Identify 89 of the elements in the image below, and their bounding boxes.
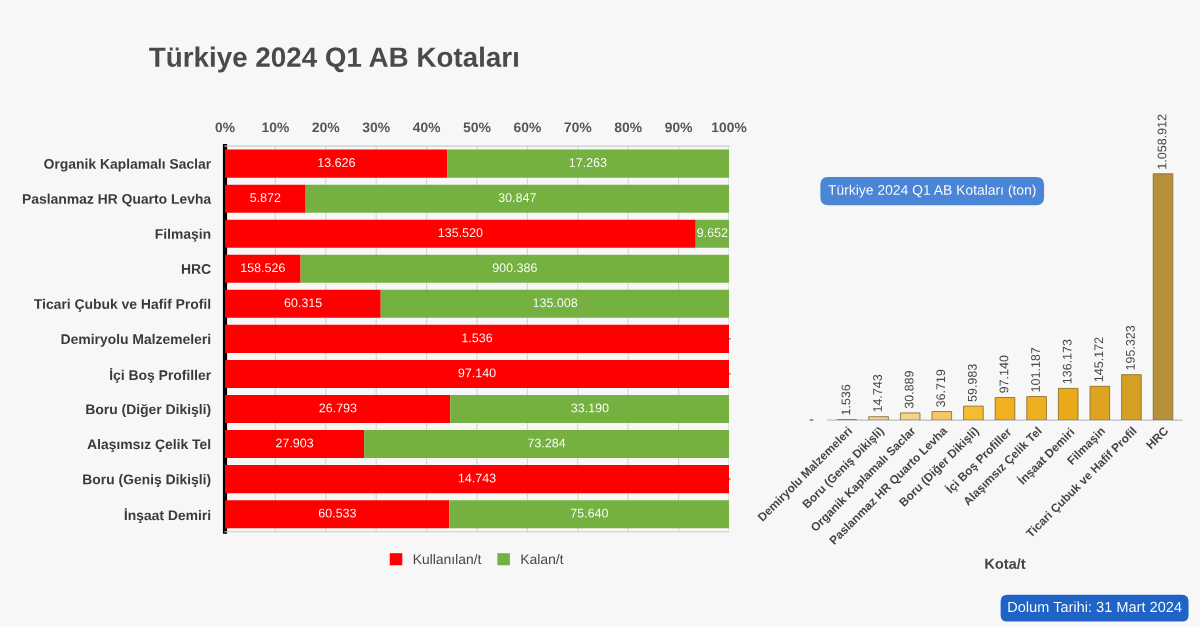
chart-title: Türkiye 2024 Q1 AB Kotaları	[149, 46, 518, 73]
annotation: 5.872	[250, 193, 281, 203]
x-tick-label: 40%	[412, 122, 441, 133]
annotation: 60.315	[284, 298, 322, 308]
bar	[994, 397, 1016, 421]
annotation: 13.626	[318, 158, 355, 167]
x-tick-label: 20%	[312, 122, 340, 133]
annotation: 75.640	[570, 508, 609, 518]
annotation: -	[727, 338, 731, 340]
annotation: 9.652	[697, 228, 728, 238]
y-tick-label: İnşaat Demiri	[124, 508, 211, 523]
annotation: 26.793	[319, 403, 357, 413]
bar	[963, 405, 984, 421]
bar	[225, 324, 729, 353]
annotation: 17.263	[569, 158, 607, 167]
bar	[225, 254, 301, 283]
y-tick-label: Demiryolu Malzemeleri	[61, 333, 211, 347]
text: Dolum Tarihi: 31 Mart 2024	[1008, 601, 1182, 613]
x-tick-label: 100%	[712, 122, 747, 133]
x-tick-label: 30%	[362, 122, 390, 133]
y-tick-label: Ticari Çubuk ve Hafif Profil	[34, 298, 211, 312]
legend-label: Kullanılan/t	[413, 553, 482, 565]
data-label: 195.323	[1125, 325, 1135, 370]
y-tick-label: Paslanmaz HR Quarto Levha	[22, 193, 212, 207]
bar	[449, 500, 729, 529]
data-label: 30.889	[904, 371, 914, 409]
annotation: 97.140	[458, 368, 496, 378]
annotation: 33.190	[571, 403, 609, 413]
bar	[364, 430, 729, 459]
bar	[225, 149, 448, 178]
x-tick-label: 60%	[514, 122, 541, 133]
bar	[868, 416, 889, 421]
bar	[225, 430, 365, 459]
annotation: 900.386	[492, 263, 537, 273]
data-label: 101.187	[1031, 347, 1040, 392]
x-axis-title: Kota/t	[985, 558, 1026, 570]
bar	[931, 411, 952, 421]
annotation: -	[727, 373, 731, 375]
annotation: 14.743	[458, 473, 496, 483]
x-tick-label: 90%	[665, 122, 693, 133]
bar	[305, 184, 729, 213]
bar	[225, 394, 451, 424]
annotation: 27.903	[276, 438, 314, 448]
bar	[225, 184, 306, 213]
bar	[1121, 374, 1142, 421]
annotation: 1.536	[462, 333, 493, 343]
bar	[1058, 387, 1079, 421]
bar	[380, 289, 729, 318]
y-tick-label: Organik Kaplamalı Saclar	[44, 158, 211, 172]
data-label: 1.536	[841, 384, 851, 415]
bar	[225, 289, 381, 318]
data-label: 136.173	[1062, 339, 1072, 384]
x-tick-label: 50%	[463, 122, 491, 133]
bar	[225, 500, 450, 529]
y-tick-label: İçi Boş Profiller	[110, 368, 211, 383]
text: Türkiye 2024 Q1 AB Kotaları (ton)	[828, 184, 1036, 198]
data-label: 1.058.912	[1157, 114, 1167, 169]
annotation: 158.526	[241, 263, 285, 273]
annotation: 135.008	[533, 298, 578, 308]
x-tick-label: 70%	[564, 122, 592, 133]
bar	[300, 254, 729, 283]
data-label: 59.983	[967, 364, 977, 402]
x-tick-label: 80%	[614, 122, 642, 133]
bar	[1026, 396, 1047, 421]
data-label: 97.140	[999, 355, 1009, 393]
annotation: 135.520	[438, 228, 483, 238]
annotation: 60.533	[318, 508, 356, 518]
text: -	[809, 419, 814, 421]
x-tick-label: 10%	[262, 122, 289, 133]
bar	[1089, 385, 1111, 421]
annotation: 73.284	[528, 438, 566, 448]
legend-label: Kalan/t	[521, 553, 564, 565]
bar	[450, 394, 729, 424]
data-label: 145.172	[1094, 337, 1104, 382]
y-tick-label: Boru (Diğer Dikişli)	[86, 403, 211, 418]
bar	[225, 359, 729, 388]
annotation: 30.847	[498, 193, 536, 203]
data-label: 36.719	[936, 369, 946, 407]
bar	[695, 219, 729, 248]
annotation: -	[727, 478, 731, 480]
x-tick-label: 0%	[215, 122, 235, 133]
data-label: 14.743	[873, 374, 882, 412]
bar	[447, 149, 729, 178]
y-tick-label: HRC	[181, 264, 211, 274]
bar	[1152, 173, 1174, 421]
y-tick-label: Filmaşin	[155, 228, 211, 242]
bar	[225, 219, 696, 248]
bar	[225, 465, 729, 494]
bar	[899, 412, 921, 421]
